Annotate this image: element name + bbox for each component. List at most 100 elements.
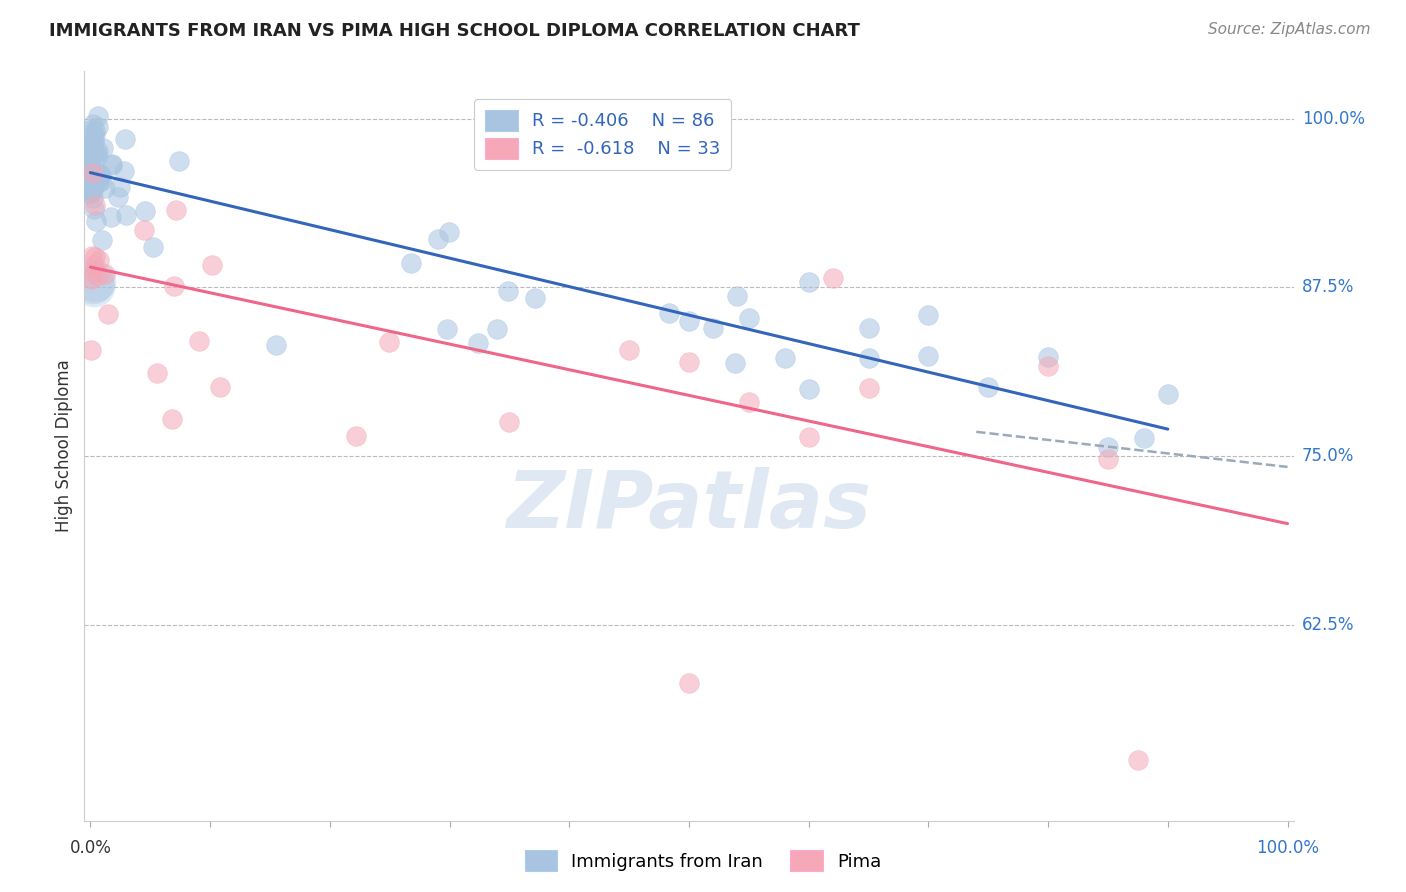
Y-axis label: High School Diploma: High School Diploma	[55, 359, 73, 533]
Point	[80, 160, 103, 174]
Point	[727, 289, 749, 303]
Point	[84, 274, 107, 288]
Point	[86, 120, 108, 135]
Point	[82, 127, 104, 141]
Point	[678, 355, 700, 369]
Point	[858, 321, 880, 335]
Point	[83, 279, 105, 293]
Point	[773, 351, 796, 366]
Point	[167, 153, 190, 168]
Point	[79, 170, 101, 185]
Point	[977, 380, 1000, 394]
Point	[79, 141, 101, 155]
Point	[1157, 387, 1180, 401]
Point	[724, 356, 747, 370]
Point	[399, 256, 422, 270]
Point	[378, 334, 401, 349]
Point	[83, 258, 105, 272]
Point	[79, 162, 101, 177]
Point	[1036, 351, 1059, 365]
Point	[141, 240, 163, 254]
Point	[1097, 440, 1119, 454]
Point	[87, 145, 110, 159]
Point	[82, 184, 104, 198]
Point	[678, 676, 700, 690]
Point	[82, 183, 104, 197]
Point	[200, 258, 222, 272]
Point	[114, 132, 136, 146]
Point	[858, 351, 880, 365]
Point	[87, 252, 110, 267]
Text: 100.0%: 100.0%	[1302, 110, 1365, 128]
Point	[797, 275, 820, 289]
Point	[93, 141, 115, 155]
Point	[702, 321, 724, 335]
Point	[91, 233, 114, 247]
Point	[101, 157, 124, 171]
Point	[467, 335, 489, 350]
Point	[858, 381, 880, 395]
Point	[617, 343, 640, 357]
Point	[209, 380, 232, 394]
Point	[80, 167, 103, 181]
Text: 62.5%: 62.5%	[1302, 615, 1354, 634]
Point	[87, 175, 110, 189]
Point	[79, 166, 101, 180]
Point	[83, 168, 105, 182]
Point	[90, 174, 112, 188]
Text: Source: ZipAtlas.com: Source: ZipAtlas.com	[1208, 22, 1371, 37]
Point	[79, 141, 101, 155]
Point	[89, 167, 111, 181]
Text: 87.5%: 87.5%	[1302, 278, 1354, 296]
Point	[524, 291, 547, 305]
Legend: Immigrants from Iran, Pima: Immigrants from Iran, Pima	[517, 843, 889, 879]
Point	[94, 268, 117, 282]
Point	[821, 271, 844, 285]
Point	[94, 181, 117, 195]
Point	[107, 190, 129, 204]
Point	[79, 186, 101, 200]
Point	[738, 311, 761, 326]
Point	[1133, 431, 1156, 445]
Point	[79, 272, 101, 286]
Point	[83, 250, 105, 264]
Point	[264, 338, 287, 352]
Point	[79, 172, 101, 186]
Point	[108, 180, 131, 194]
Point	[132, 223, 155, 237]
Point	[86, 171, 108, 186]
Point	[79, 122, 101, 136]
Point	[82, 166, 104, 180]
Point	[79, 145, 101, 160]
Point	[80, 186, 103, 200]
Point	[1126, 753, 1149, 767]
Point	[90, 168, 112, 182]
Point	[84, 128, 107, 143]
Point	[80, 172, 103, 186]
Point	[163, 279, 186, 293]
Point	[80, 343, 103, 357]
Point	[79, 169, 101, 184]
Point	[436, 322, 458, 336]
Point	[1097, 452, 1119, 467]
Point	[79, 145, 101, 160]
Text: 100.0%: 100.0%	[1256, 839, 1319, 857]
Point	[80, 249, 103, 263]
Point	[86, 268, 108, 283]
Point	[87, 109, 110, 123]
Legend: R = -0.406    N = 86, R =  -0.618    N = 33: R = -0.406 N = 86, R = -0.618 N = 33	[474, 99, 731, 169]
Point	[134, 203, 156, 218]
Point	[1036, 359, 1059, 373]
Text: 0.0%: 0.0%	[69, 839, 111, 857]
Point	[112, 164, 135, 178]
Point	[427, 232, 450, 246]
Point	[79, 155, 101, 169]
Point	[146, 366, 169, 380]
Point	[100, 158, 122, 172]
Point	[86, 146, 108, 161]
Point	[83, 202, 105, 216]
Point	[115, 208, 138, 222]
Point	[797, 430, 820, 444]
Text: ZIPatlas: ZIPatlas	[506, 467, 872, 545]
Point	[82, 191, 104, 205]
